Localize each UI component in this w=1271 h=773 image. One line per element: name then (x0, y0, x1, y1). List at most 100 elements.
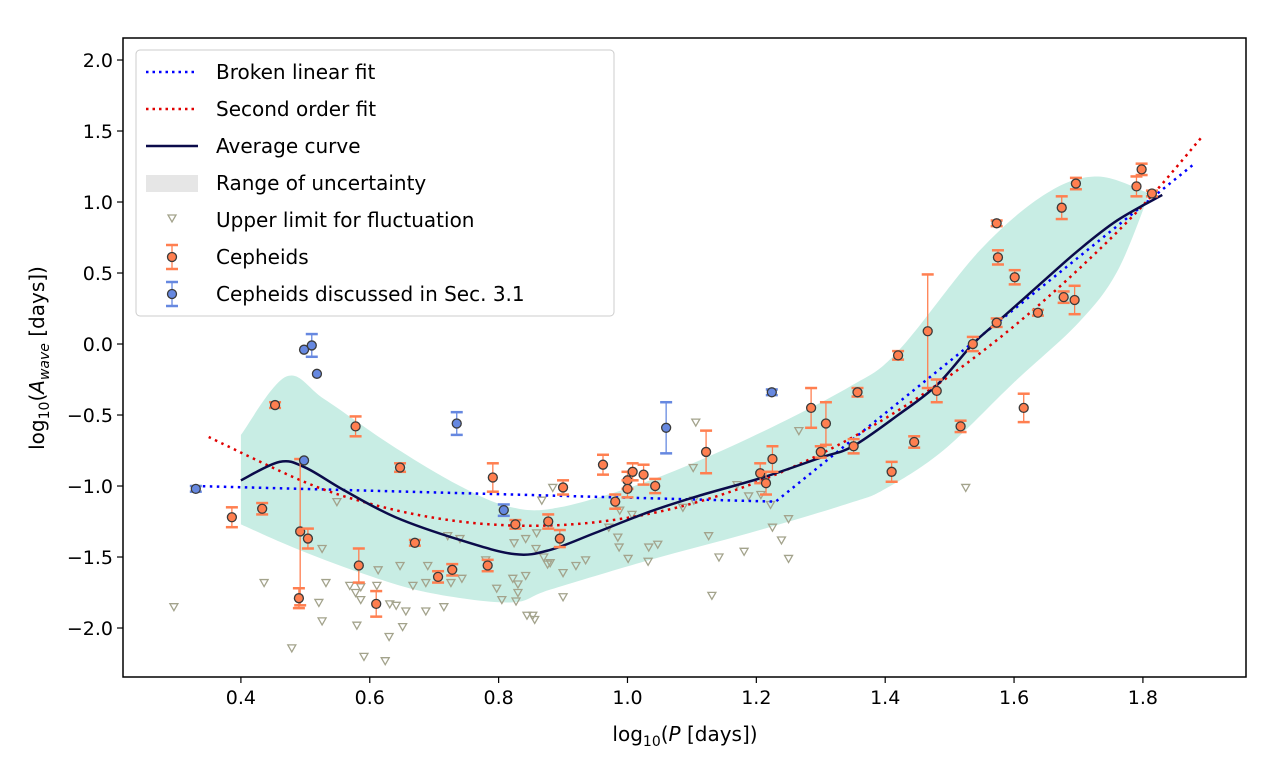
cepheid-point-marker (409, 537, 421, 548)
upper-limit-marker (350, 588, 361, 598)
cepheid-point (609, 493, 622, 510)
legend-swatch-cepheid (166, 243, 178, 271)
upper-limit-marker (394, 561, 406, 571)
cepheid-point-marker (650, 480, 661, 492)
cepheid-point (930, 378, 943, 404)
cepheid-point-marker (922, 326, 933, 337)
upper-limit-layer (168, 418, 971, 666)
cepheid-point (292, 587, 305, 610)
legend-label-cepheid-discussed: Cepheids discussed in Sec. 3.1 (216, 282, 525, 306)
upper-limit-marker (545, 559, 556, 569)
cepheid-point (1017, 392, 1030, 424)
upper-limit-marker (168, 603, 180, 613)
upper-limit-marker (703, 532, 714, 542)
upper-limit-marker (512, 580, 524, 590)
cepheid-point (432, 569, 445, 584)
cepheid-point-marker (1146, 188, 1158, 199)
cepheid-point-marker (1070, 178, 1082, 189)
upper-limit-marker (316, 544, 328, 554)
upper-limit-marker (767, 523, 778, 533)
cepheid-point (269, 399, 282, 411)
cepheid-discussed-point (305, 332, 318, 359)
upper-limit-marker (706, 591, 718, 601)
cepheid-point-marker (700, 446, 712, 458)
average-curve-line (240, 193, 1163, 556)
cepheid-point-marker (487, 472, 498, 483)
upper-limit-marker (491, 584, 502, 594)
upper-limit-marker (380, 657, 391, 666)
cepheid-point-marker (394, 462, 406, 473)
cepheid-point-marker (852, 387, 863, 398)
cepheid-point (509, 518, 522, 530)
cepheid-point-marker (554, 533, 565, 544)
upper-limit-marker (521, 611, 533, 621)
y-label-sub: 10 (37, 402, 53, 420)
legend-label-cepheid: Cepheids (216, 245, 309, 269)
cepheid-point-marker (820, 418, 832, 429)
cepheid-discussed-point-marker (306, 340, 317, 351)
upper-limit-marker (713, 553, 725, 563)
upper-limit-marker (536, 496, 547, 506)
cepheid-point (637, 463, 650, 486)
cepheid-point (225, 506, 238, 529)
cepheid-discussed-point-marker (766, 387, 777, 398)
legend-label-second-order: Second order fit (216, 97, 376, 121)
upper-limit-marker (420, 607, 431, 617)
cepheid-point (700, 429, 713, 475)
cepheid-discussed-point (189, 483, 202, 495)
y-tick-label: −1.0 (67, 476, 113, 498)
upper-limit-marker (422, 561, 433, 571)
upper-limit-marker (258, 578, 270, 588)
cepheid-point-marker (627, 466, 638, 477)
cepheid-point (847, 437, 860, 455)
cepheid-point-marker (1069, 294, 1080, 306)
y-tick-label: 0.5 (83, 263, 113, 285)
y-tick-label: 1.0 (83, 192, 113, 214)
fit-lines-layer (195, 137, 1202, 556)
y-tick-label: −2.0 (67, 618, 113, 640)
x-label-sub: 10 (643, 734, 661, 750)
legend-swatch-band (146, 175, 198, 192)
cepheid-point-marker (755, 468, 766, 479)
x-tick-label: 1.0 (612, 687, 642, 709)
x-tick-label: 1.4 (870, 687, 900, 709)
cepheid-point (1057, 290, 1070, 305)
cepheid-point (352, 547, 365, 584)
cepheid-point (446, 562, 459, 577)
upper-limit-marker (344, 581, 355, 591)
cepheid-point (256, 501, 269, 516)
upper-limit-marker (373, 566, 384, 576)
cepheid-point (1145, 188, 1158, 199)
cepheid-point (921, 273, 934, 390)
legend-label-broken-fit: Broken linear fit (216, 60, 375, 84)
cepheid-point-marker (1136, 164, 1147, 175)
upper-limit-marker (286, 644, 297, 654)
upper-limit-marker (355, 595, 366, 605)
cepheid-point-marker (1131, 181, 1142, 192)
cepheid-discussed-point-marker (451, 418, 462, 429)
upper-limit-marker (529, 615, 540, 625)
cepheid-point-marker (1018, 402, 1029, 414)
legend-swatch-upper-limit-triangle-icon (166, 214, 178, 224)
x-tick-label: 0.8 (484, 687, 514, 709)
upper-limit-marker (614, 506, 625, 516)
y-label-var-sub: wave (37, 343, 53, 380)
broken-linear-fit-line (195, 162, 1196, 503)
cepheid-point-marker (991, 218, 1002, 229)
uncertainty-band (240, 176, 1150, 603)
cepheid-point (1031, 307, 1044, 318)
upper-limit-marker (320, 578, 332, 588)
cepheid-point (596, 453, 609, 476)
cepheid-discussed-point-marker (660, 422, 672, 433)
x-label-suffix: [days]) (681, 722, 758, 746)
upper-limit-marker (738, 547, 750, 557)
cepheid-point (908, 435, 921, 449)
cepheid-point (408, 537, 421, 548)
y-axis-ticks: 2.0 1.5 1.0 0.5 0.0 −0.5 −1.0 −1.5 −2.0 (67, 50, 123, 640)
x-axis-label: log10(P [days]) (612, 722, 757, 750)
upper-limit-marker (783, 515, 794, 524)
plot-frame (122, 37, 1247, 678)
upper-limit-marker (510, 597, 522, 607)
cepheid-point-marker (622, 483, 633, 495)
x-label-open: ( (661, 722, 669, 746)
